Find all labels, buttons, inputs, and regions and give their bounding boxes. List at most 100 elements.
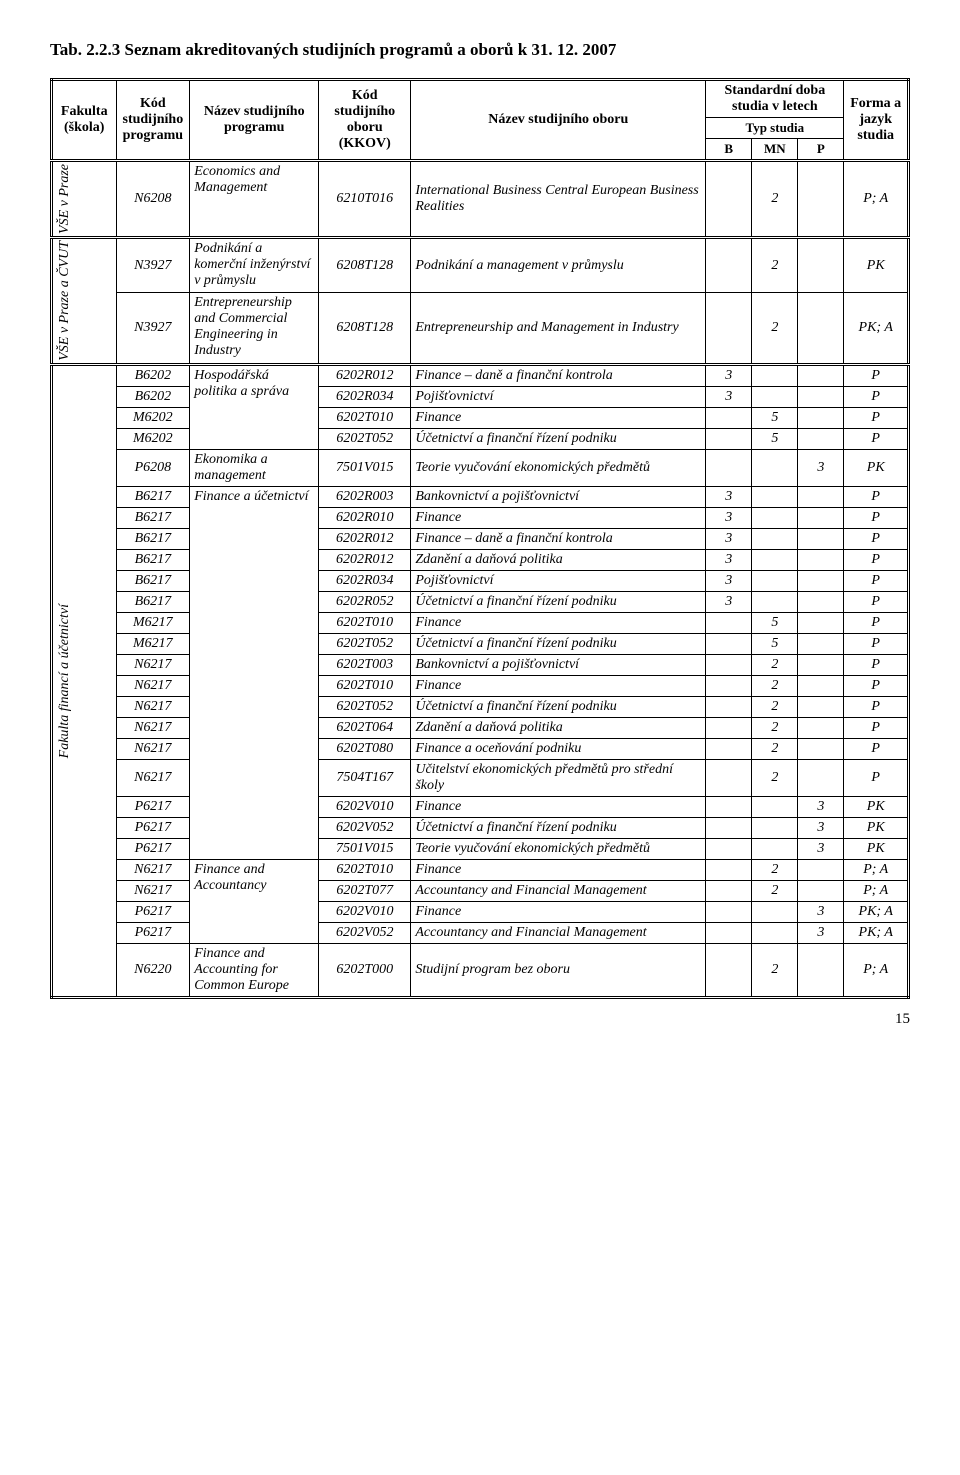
kod-prog-cell: N6217 xyxy=(116,880,190,901)
obor-cell: Finance – daně a finanční kontrola xyxy=(411,528,706,549)
num-cell-B xyxy=(706,633,752,654)
num-cell-P xyxy=(798,633,844,654)
kkov-cell: 6202T064 xyxy=(319,717,411,738)
forma-cell: PK; A xyxy=(844,901,909,922)
num-cell-P: 3 xyxy=(798,901,844,922)
forma-cell: PK xyxy=(844,838,909,859)
kod-prog-cell: M6202 xyxy=(116,407,190,428)
kkov-cell: 6202T000 xyxy=(319,943,411,997)
forma-cell: P xyxy=(844,407,909,428)
nazev-prog-cell: Ekonomika a management xyxy=(190,449,319,486)
num-cell-MN: 2 xyxy=(752,237,798,292)
num-cell-B xyxy=(706,612,752,633)
kkov-cell: 6202T080 xyxy=(319,738,411,759)
num-cell-MN xyxy=(752,528,798,549)
num-cell-MN xyxy=(752,386,798,407)
num-cell-MN xyxy=(752,364,798,386)
forma-cell: PK xyxy=(844,237,909,292)
num-cell-MN xyxy=(752,549,798,570)
num-cell-B xyxy=(706,880,752,901)
num-cell-B xyxy=(706,838,752,859)
num-cell-P xyxy=(798,759,844,796)
kod-prog-cell: M6217 xyxy=(116,633,190,654)
page-title: Tab. 2.2.3 Seznam akreditovaných studijn… xyxy=(50,40,910,60)
table-row: Fakulta financí a účetnictvíB6202Hospodá… xyxy=(52,364,909,386)
num-cell-MN: 2 xyxy=(752,675,798,696)
num-cell-P xyxy=(798,654,844,675)
forma-cell: P xyxy=(844,759,909,796)
num-cell-MN xyxy=(752,507,798,528)
kkov-cell: 6208T128 xyxy=(319,293,411,365)
num-cell-B xyxy=(706,161,752,238)
kod-prog-cell: B6217 xyxy=(116,549,190,570)
obor-cell: Pojišťovnictví xyxy=(411,570,706,591)
num-cell-B: 3 xyxy=(706,591,752,612)
num-cell-B xyxy=(706,901,752,922)
table-row: B62176202R034Pojišťovnictví3P xyxy=(52,570,909,591)
kod-prog-cell: P6208 xyxy=(116,449,190,486)
forma-cell: P xyxy=(844,486,909,507)
forma-cell: P xyxy=(844,633,909,654)
hdr-kkov: Kód studijního oboru (KKOV) xyxy=(319,80,411,161)
num-cell-MN xyxy=(752,838,798,859)
table-row: VŠE v PrazeN6208Economics and Management… xyxy=(52,161,909,238)
num-cell-MN: 2 xyxy=(752,738,798,759)
forma-cell: P xyxy=(844,738,909,759)
obor-cell: Účetnictví a finanční řízení podniku xyxy=(411,428,706,449)
table-row: N3927Entrepreneurship and Commercial Eng… xyxy=(52,293,909,365)
num-cell-B xyxy=(706,943,752,997)
num-cell-P xyxy=(798,717,844,738)
kod-prog-cell: P6217 xyxy=(116,796,190,817)
hdr-b: B xyxy=(706,139,752,161)
kod-prog-cell: N3927 xyxy=(116,237,190,292)
num-cell-P xyxy=(798,386,844,407)
num-cell-P xyxy=(798,675,844,696)
table-row: B62176202R012Finance – daně a finanční k… xyxy=(52,528,909,549)
num-cell-P xyxy=(798,859,844,880)
num-cell-MN xyxy=(752,796,798,817)
table-row: P6208Ekonomika a management7501V015Teori… xyxy=(52,449,909,486)
kkov-cell: 6202T052 xyxy=(319,696,411,717)
table-row: P62177501V015Teorie vyučování ekonomický… xyxy=(52,838,909,859)
num-cell-B xyxy=(706,237,752,292)
kod-prog-cell: N6220 xyxy=(116,943,190,997)
kkov-cell: 7501V015 xyxy=(319,838,411,859)
kod-prog-cell: P6217 xyxy=(116,922,190,943)
obor-cell: Zdanění a daňová politika xyxy=(411,549,706,570)
kkov-cell: 6202R034 xyxy=(319,570,411,591)
num-cell-P xyxy=(798,612,844,633)
forma-cell: P xyxy=(844,675,909,696)
hdr-mn: MN xyxy=(752,139,798,161)
obor-cell: Účetnictví a finanční řízení podniku xyxy=(411,591,706,612)
nazev-prog-cell: Finance a účetnictví xyxy=(190,486,319,859)
obor-cell: Bankovnictví a pojišťovnictví xyxy=(411,486,706,507)
kkov-cell: 6202T052 xyxy=(319,428,411,449)
kkov-cell: 6202R052 xyxy=(319,591,411,612)
forma-cell: P xyxy=(844,428,909,449)
table-row: P62176202V052Accountancy and Financial M… xyxy=(52,922,909,943)
obor-cell: Finance xyxy=(411,507,706,528)
obor-cell: Účetnictví a finanční řízení podniku xyxy=(411,817,706,838)
forma-cell: P xyxy=(844,549,909,570)
table-row: N62176202T077Accountancy and Financial M… xyxy=(52,880,909,901)
kod-prog-cell: N6217 xyxy=(116,859,190,880)
kkov-cell: 6202T052 xyxy=(319,633,411,654)
kkov-cell: 6202T010 xyxy=(319,859,411,880)
hdr-obor: Název studijního oboru xyxy=(411,80,706,161)
num-cell-P xyxy=(798,237,844,292)
kkov-cell: 6202R012 xyxy=(319,528,411,549)
num-cell-P xyxy=(798,364,844,386)
num-cell-B: 3 xyxy=(706,386,752,407)
nazev-prog-cell: Finance and Accounting for Common Europe xyxy=(190,943,319,997)
kod-prog-cell: B6202 xyxy=(116,386,190,407)
hdr-forma: Forma a jazyk studia xyxy=(844,80,909,161)
kkov-cell: 6202T003 xyxy=(319,654,411,675)
num-cell-B: 3 xyxy=(706,549,752,570)
kod-prog-cell: P6217 xyxy=(116,838,190,859)
table-row: B62026202R034Pojišťovnictví3P xyxy=(52,386,909,407)
table-row: B62176202R012Zdanění a daňová politika3P xyxy=(52,549,909,570)
kod-prog-cell: P6217 xyxy=(116,817,190,838)
nazev-prog-cell: Hospodářská politika a správa xyxy=(190,364,319,449)
num-cell-P xyxy=(798,486,844,507)
obor-cell: Finance xyxy=(411,675,706,696)
